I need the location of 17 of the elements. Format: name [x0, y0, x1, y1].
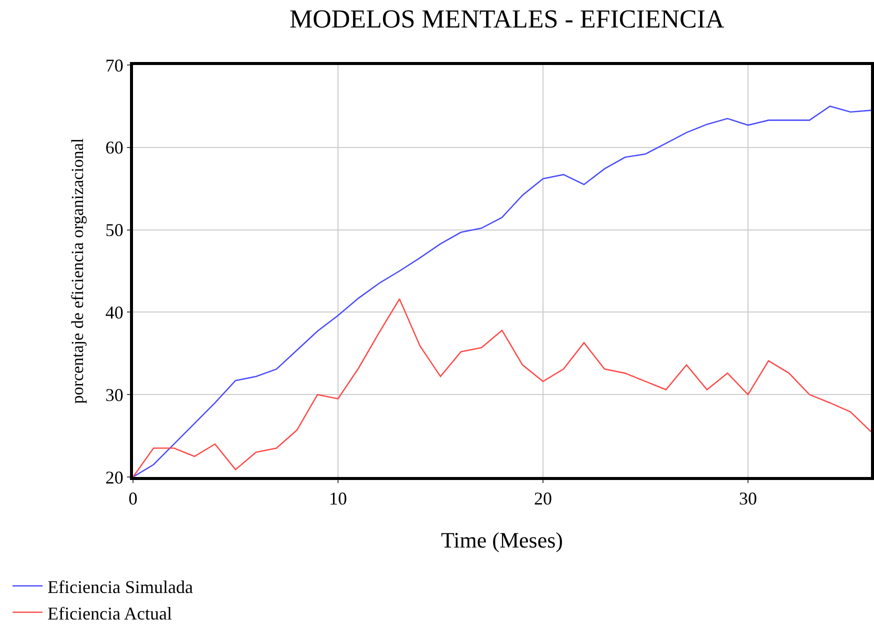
y-tick-label: 50: [105, 220, 124, 240]
x-tick-label: 30: [739, 488, 757, 509]
chart-title: MODELOS MENTALES - EFICIENCIA: [290, 4, 725, 34]
line-series: [133, 298, 871, 477]
y-tick-label: 60: [105, 138, 124, 158]
y-tick-label: 70: [105, 55, 124, 76]
line-series: [133, 106, 871, 477]
y-tick-label: 30: [105, 384, 124, 405]
legend-label: Eficiencia Simulada: [48, 576, 193, 597]
y-axis-title: porcentaje de eficiencia organizacional: [68, 138, 87, 404]
x-tick-label: 0: [128, 488, 138, 509]
x-tick-label: 20: [534, 488, 552, 509]
y-tick-label: 20: [105, 467, 124, 488]
x-axis-title: Time (Meses): [440, 528, 564, 552]
legend-label: Eficiencia Actual: [48, 603, 172, 624]
x-tick-label: 10: [329, 488, 347, 509]
y-tick-label: 40: [105, 302, 124, 322]
